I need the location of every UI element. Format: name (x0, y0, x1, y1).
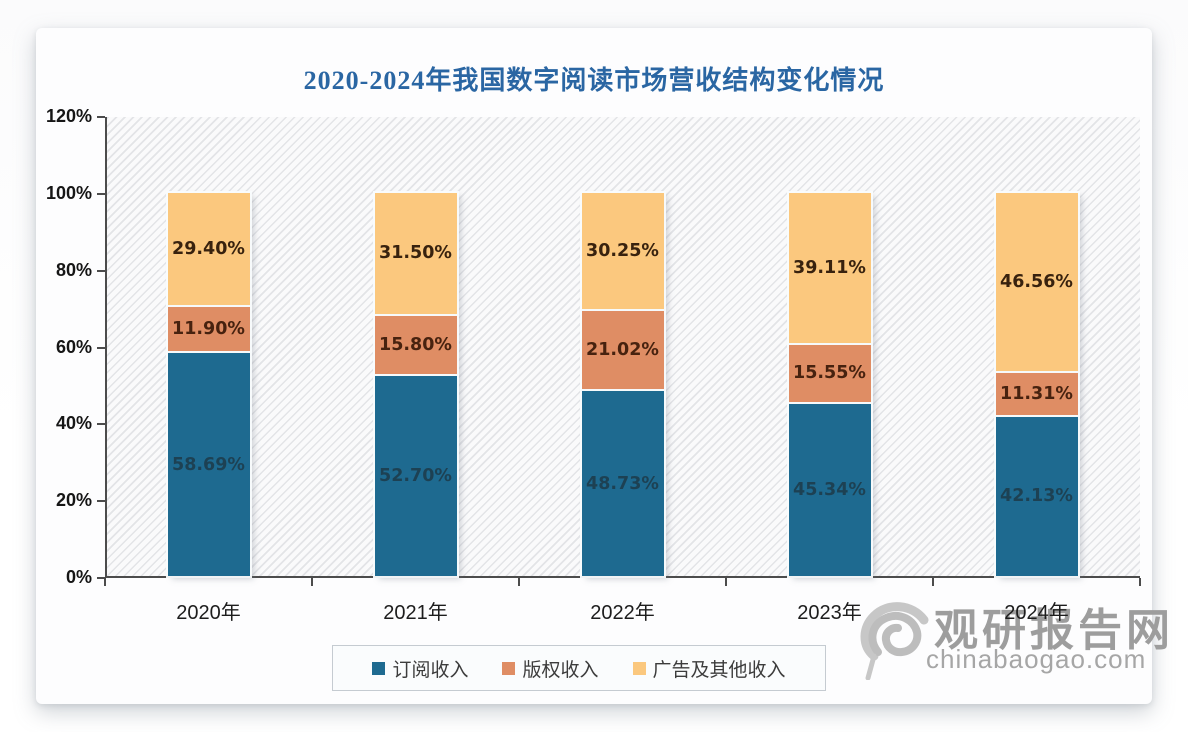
y-axis-tick-label: 0% (65, 567, 92, 587)
bar-cell: 31.50% 15.80% 52.70% (312, 117, 519, 576)
y-axis-tick (97, 346, 105, 349)
legend-label: 订阅收入 (392, 659, 469, 681)
x-axis-tick (1139, 578, 1141, 586)
bar-value-label: 42.13% (1000, 486, 1073, 507)
bar-segment: 46.56% (995, 192, 1078, 372)
legend-swatch (502, 661, 516, 675)
chart-legend: 订阅收入 版权收入 广告及其他收入 (332, 645, 826, 691)
bar-segment: 58.69% (167, 351, 250, 576)
bar-value-label: 15.55% (793, 363, 866, 384)
x-axis-category-label: 2021年 (383, 602, 448, 624)
bar-value-label: 11.31% (1000, 383, 1073, 404)
y-axis-tick-label: 120% (45, 106, 92, 126)
legend-label: 广告及其他收入 (652, 659, 786, 681)
bar-value-label: 11.90% (172, 319, 245, 340)
bar-value-label: 31.50% (379, 243, 452, 264)
stacked-bar: 29.40% 11.90% 58.69% (167, 192, 250, 576)
legend-item: 订阅收入 (372, 655, 468, 682)
bar-cell: 46.56% 11.31% 42.13% (933, 117, 1140, 576)
x-axis-tick (725, 578, 727, 586)
chart-title: 2020-2024年我国数字阅读市场营收结构变化情况 (303, 66, 885, 95)
bar-value-label: 58.69% (172, 454, 245, 475)
y-axis-tick-label: 20% (55, 490, 92, 511)
bar-segment: 30.25% (581, 192, 664, 309)
x-axis-category-label: 2020年 (176, 602, 241, 624)
chart-card: 2020-2024年我国数字阅读市场营收结构变化情况 0% 20% 40% 60% 80… (36, 28, 1170, 704)
y-axis-tick (97, 577, 105, 579)
watermark-brand: 观研报告网 (934, 606, 1174, 655)
x-axis-tick (932, 578, 934, 586)
bar-value-label: 45.34% (793, 480, 866, 501)
bar-segment: 42.13% (995, 414, 1078, 576)
bar-value-label: 21.02% (586, 340, 659, 360)
eye-swirl-icon (860, 602, 929, 680)
stacked-bar: 39.11% 15.55% 45.34% (788, 192, 871, 576)
bar-cell: 30.25% 21.02% 48.73% (519, 117, 726, 576)
bar-segment: 15.55% (788, 342, 871, 403)
bar-segment: 15.80% (374, 313, 457, 375)
bar-segment: 31.50% (374, 192, 457, 314)
stacked-bar: 46.56% 11.31% 42.13% (995, 192, 1078, 576)
y-axis-tick-label: 100% (45, 182, 92, 203)
bar-value-label: 48.73% (586, 473, 659, 494)
y-axis-tick (97, 500, 105, 503)
bar-segment: 45.34% (788, 402, 871, 576)
bar-segment: 21.02% (581, 308, 664, 390)
bar-value-label: 30.25% (586, 240, 659, 261)
x-axis-category-label: 2024年 (1004, 602, 1069, 624)
stacked-bar: 31.50% 15.80% 52.70% (374, 192, 457, 576)
y-axis-tick-label: 40% (55, 413, 92, 434)
stacked-bar: 30.25% 21.02% 48.73% (581, 192, 664, 576)
bar-segment: 11.90% (167, 305, 250, 352)
legend-swatch (372, 661, 386, 675)
legend-label: 版权收入 (522, 659, 599, 681)
bar-value-label: 46.56% (1000, 272, 1073, 293)
bar-segment: 11.31% (995, 371, 1078, 415)
legend-item: 版权收入 (502, 655, 599, 682)
y-axis-tick (97, 423, 105, 426)
legend-item: 广告及其他收入 (632, 655, 786, 682)
bars-layer: 29.40% 11.90% 58.69% 31.50% 15.80% 52.70% 30.2… (105, 117, 1140, 576)
x-axis-tick (518, 578, 520, 586)
x-axis-category-label: 2022年 (590, 602, 655, 624)
watermark-domain: chinabaogao.com (926, 644, 1147, 674)
bar-value-label: 15.80% (379, 334, 452, 355)
bar-cell: 29.40% 11.90% 58.69% (105, 117, 312, 576)
bar-segment: 48.73% (581, 389, 664, 576)
y-axis-tick (97, 192, 105, 195)
bar-value-label: 39.11% (793, 257, 866, 278)
bar-segment: 39.11% (788, 192, 871, 343)
x-axis-tick (104, 578, 106, 586)
y-axis-tick-label: 60% (55, 336, 92, 357)
bar-value-label: 52.70% (379, 466, 452, 486)
bar-segment: 29.40% (167, 192, 250, 306)
y-axis-tick (97, 269, 105, 272)
legend-swatch (632, 661, 646, 675)
x-axis-tick (311, 578, 313, 586)
y-axis-tick (97, 116, 105, 118)
bar-value-label: 29.40% (172, 239, 245, 260)
x-axis-category-label: 2023年 (797, 602, 862, 624)
y-axis-tick-label: 80% (55, 259, 92, 280)
bar-segment: 52.70% (374, 374, 457, 576)
bar-cell: 39.11% 15.55% 45.34% (726, 117, 933, 576)
